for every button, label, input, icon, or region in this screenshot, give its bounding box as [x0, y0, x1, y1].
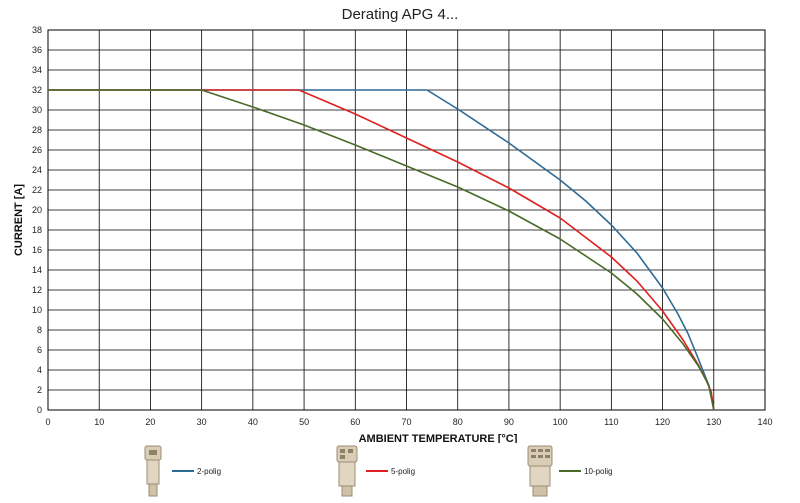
y-tick-label: 20 — [32, 205, 42, 215]
series-line-10-polig — [48, 89, 715, 411]
y-tick-label: 26 — [32, 145, 42, 155]
y-tick-label: 18 — [32, 225, 42, 235]
x-axis-label: AMBIENT TEMPERATURE [°C] — [359, 433, 518, 443]
y-tick-label: 2 — [37, 385, 42, 395]
x-tick-label: 10 — [94, 417, 104, 427]
y-tick-label: 36 — [32, 45, 42, 55]
derating-chart: 0 10 20 30 40 50 60 70 80 90 100 110 120 130 140024681… — [13, 25, 773, 443]
x-tick-label: 0 — [45, 417, 50, 427]
chart-title: Derating APG 4... — [341, 6, 459, 23]
grid — [47, 29, 766, 411]
y-tick-label: 38 — [32, 25, 42, 35]
x-tick-label: 70 — [401, 417, 411, 427]
y-tick-label: 22 — [32, 185, 42, 195]
x-tick-label: 120 — [655, 417, 670, 427]
tick-labels: 0 10 20 30 40 50 60 70 80 90 100 110 120 130 140024681… — [32, 25, 773, 427]
y-tick-label: 16 — [32, 245, 42, 255]
connector-5-pole-icon — [336, 445, 358, 497]
series-lines — [48, 89, 715, 411]
x-tick-label: 30 — [197, 417, 207, 427]
x-tick-label: 100 — [553, 417, 568, 427]
y-tick-label: 34 — [32, 65, 42, 75]
y-tick-label: 24 — [32, 165, 42, 175]
legend-label: 2-polig — [197, 466, 222, 476]
legend-line — [172, 470, 194, 472]
connector-10-pole-icon — [527, 445, 553, 497]
x-tick-label: 90 — [504, 417, 514, 427]
legend-line — [559, 470, 581, 472]
x-tick-label: 20 — [145, 417, 155, 427]
connector-2-pole-icon — [144, 445, 162, 497]
legend-label: 5-polig — [391, 466, 416, 476]
legend-item-5-polig: 5-polig — [334, 443, 415, 499]
y-tick-label: 12 — [32, 285, 42, 295]
y-tick-label: 32 — [32, 85, 42, 95]
y-tick-label: 0 — [37, 405, 42, 415]
y-tick-label: 28 — [32, 125, 42, 135]
x-tick-label: 110 — [604, 417, 618, 427]
x-tick-label: 50 — [299, 417, 309, 427]
x-tick-label: 60 — [350, 417, 360, 427]
legend-label: 10-polig — [584, 466, 613, 476]
y-tick-label: 14 — [32, 265, 42, 275]
legend-item-10-polig: 10-polig — [527, 443, 612, 499]
x-tick-label: 130 — [706, 417, 721, 427]
y-tick-label: 8 — [37, 325, 42, 335]
legend-line — [366, 470, 388, 472]
x-tick-label: 140 — [757, 417, 772, 427]
legend-item-2-polig: 2-polig — [140, 443, 221, 499]
y-axis-label: CURRENT [A] — [13, 184, 25, 256]
y-tick-label: 4 — [37, 365, 42, 375]
y-tick-label: 6 — [37, 345, 42, 355]
y-tick-label: 30 — [32, 105, 42, 115]
x-tick-label: 40 — [248, 417, 258, 427]
x-tick-label: 80 — [453, 417, 463, 427]
y-tick-label: 10 — [32, 305, 42, 315]
